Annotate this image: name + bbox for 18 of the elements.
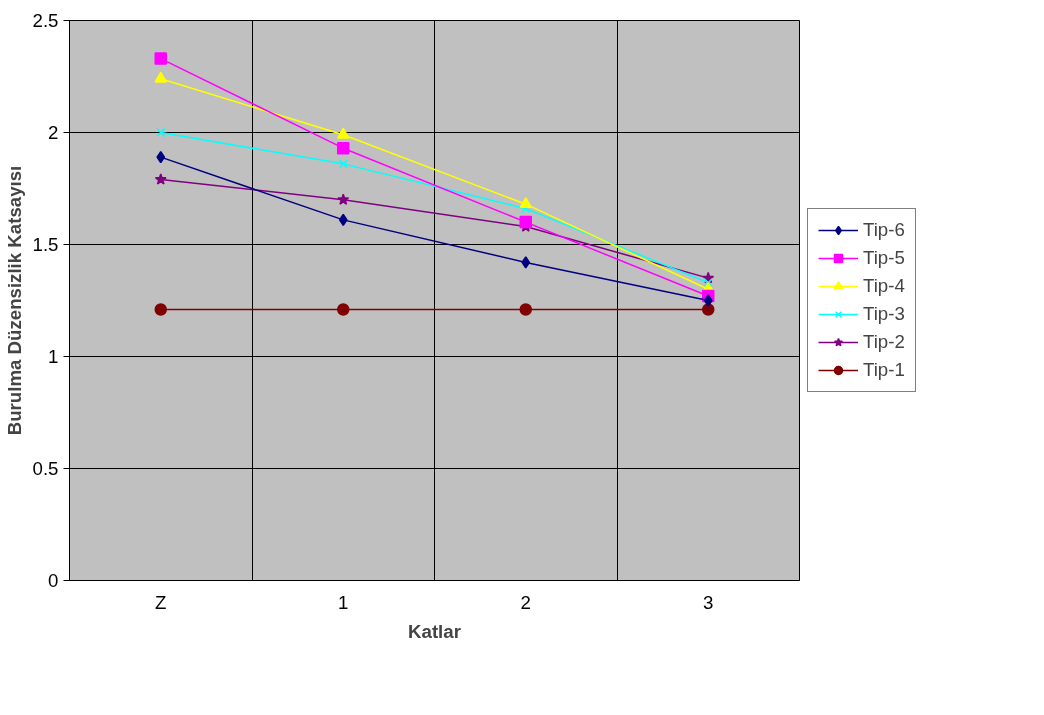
y-tick-label: 2.5	[32, 10, 59, 31]
y-tick-label: 0.5	[32, 458, 59, 479]
y-axis-title: Burulma Düzensizlik Katsayısı	[3, 165, 25, 436]
legend-label: Tip-2	[863, 331, 905, 353]
legend-label: Tip-1	[863, 359, 905, 381]
legend-label: Tip-6	[863, 219, 905, 241]
legend-label: Tip-4	[863, 275, 905, 297]
y-tick-label: 2	[48, 122, 59, 143]
legend-label: Tip-5	[863, 247, 905, 269]
x-tick-label: Z	[155, 591, 167, 613]
y-tick-label: 1	[48, 346, 59, 367]
x-tick-label: 1	[338, 591, 349, 613]
legend-label: Tip-3	[863, 303, 905, 325]
y-tick-label: 0	[48, 570, 59, 591]
y-tick-label: 1.5	[32, 234, 59, 255]
x-axis-title: Katlar	[408, 620, 461, 642]
x-tick-label: 2	[520, 591, 531, 613]
x-tick-label: 3	[703, 591, 714, 613]
